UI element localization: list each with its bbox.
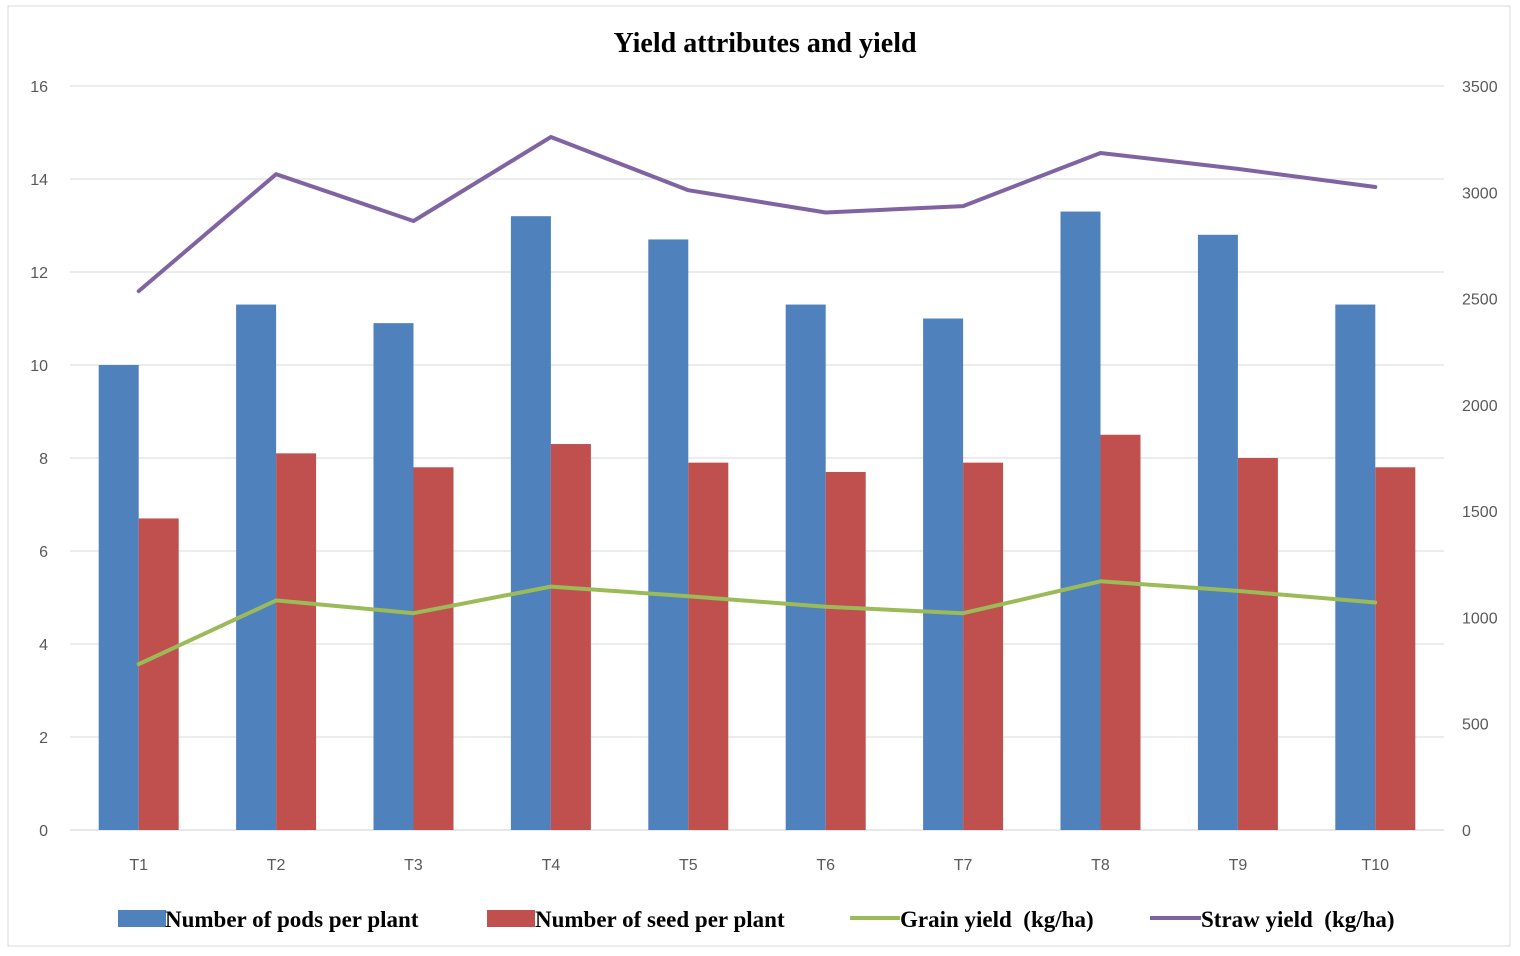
lines	[136, 135, 1378, 667]
category-label-7: T8	[1091, 857, 1110, 874]
right-tick-label-0: 0	[1462, 823, 1471, 840]
chart-title: Yield attributes and yield	[613, 28, 917, 59]
category-label-9: T10	[1362, 857, 1390, 874]
legend-swatch-1	[487, 910, 535, 927]
bar-pods-t10	[1335, 304, 1376, 830]
category-label-4: T5	[679, 857, 698, 874]
bar-seed-t10	[1375, 467, 1416, 830]
legend: Number of pods per plant Number of seed p…	[118, 907, 1395, 932]
right-tick-label-7: 3500	[1462, 79, 1498, 96]
left-tick-label-6: 12	[30, 265, 48, 282]
right-tick-label-1: 500	[1462, 717, 1489, 734]
bar-pods-t6	[785, 304, 826, 830]
category-label-3: T4	[542, 857, 561, 874]
category-label-1: T2	[267, 857, 286, 874]
bar-seed-t3	[413, 467, 454, 830]
bar-pods-t1	[98, 365, 139, 830]
legend-label-1: Number of seed per plant	[535, 907, 785, 932]
right-axis: 0 500 1000 1500 2000 2500 3000 3500	[1462, 79, 1498, 840]
bar-pods-t9	[1197, 234, 1238, 831]
right-tick-label-2: 1000	[1462, 610, 1498, 627]
bar-pods-t5	[648, 239, 689, 830]
bar-seed-t6	[825, 471, 866, 830]
bar-seed-t8	[1100, 434, 1141, 830]
left-axis: 0 2 4 6 8 10 12 14 16	[30, 79, 48, 840]
legend-label-3: Straw yield (kg/ha)	[1201, 907, 1395, 932]
bar-pods-t4	[510, 216, 551, 830]
right-tick-label-4: 2000	[1462, 398, 1498, 415]
category-label-5: T6	[816, 857, 835, 874]
legend-swatch-0	[118, 910, 166, 927]
bar-pods-t2	[236, 304, 277, 830]
legend-label-2: Grain yield (kg/ha)	[900, 907, 1094, 932]
legend-label-0: Number of pods per plant	[165, 907, 419, 932]
left-tick-label-4: 8	[39, 451, 48, 468]
left-tick-label-5: 10	[30, 358, 48, 375]
bars	[98, 211, 1416, 831]
left-tick-label-2: 4	[39, 637, 48, 654]
bar-pods-t8	[1060, 211, 1101, 831]
left-tick-label-0: 0	[39, 823, 48, 840]
category-label-8: T9	[1229, 857, 1248, 874]
bar-seed-t9	[1237, 458, 1278, 830]
left-tick-label-3: 6	[39, 544, 48, 561]
right-tick-label-6: 3000	[1462, 185, 1498, 202]
category-axis: T1 T2 T3 T4 T5 T6 T7 T8 T9 T10	[129, 857, 1389, 874]
bar-pods-t7	[923, 318, 964, 830]
left-tick-label-7: 14	[30, 172, 48, 189]
bar-pods-t3	[373, 323, 414, 830]
bar-seed-t7	[963, 462, 1004, 830]
left-tick-label-8: 16	[30, 79, 48, 96]
left-tick-label-1: 2	[39, 730, 48, 747]
category-label-0: T1	[129, 857, 148, 874]
bar-seed-t4	[550, 444, 591, 830]
chart-border	[7, 5, 1511, 947]
grain-yield-line	[136, 579, 1378, 667]
category-label-2: T3	[404, 857, 423, 874]
bar-seed-t5	[688, 462, 729, 830]
bar-seed-t2	[276, 453, 317, 830]
category-label-6: T7	[954, 857, 973, 874]
bar-seed-t1	[138, 518, 179, 830]
right-tick-label-5: 2500	[1462, 292, 1498, 309]
straw-yield-line	[136, 135, 1378, 294]
right-tick-label-3: 1500	[1462, 504, 1498, 521]
